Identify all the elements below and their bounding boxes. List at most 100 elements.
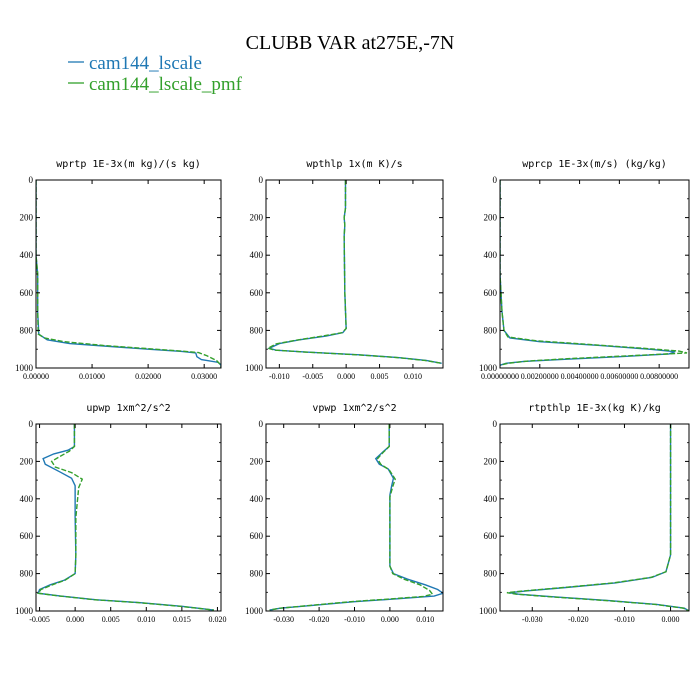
y-tick-label: 600 bbox=[20, 288, 34, 298]
y-tick-label: 200 bbox=[484, 213, 498, 223]
x-tick-label: 0.03000 bbox=[191, 372, 217, 381]
y-tick-label: 800 bbox=[250, 569, 264, 579]
y-tick-label: 200 bbox=[484, 456, 498, 466]
x-tick-label: 0.00600000 bbox=[600, 372, 638, 381]
panel-title: wprcp 1E-3x(m/s) (kg/kg) bbox=[522, 159, 667, 170]
x-tick-label: 0.000 bbox=[66, 615, 84, 624]
x-tick-label: 0.005 bbox=[371, 372, 389, 381]
x-tick-label: -0.005 bbox=[29, 615, 50, 624]
plot-frame bbox=[265, 423, 444, 612]
y-tick-label: 600 bbox=[20, 531, 34, 541]
x-tick-label: -0.020 bbox=[309, 615, 330, 624]
y-tick-label: 600 bbox=[250, 288, 264, 298]
y-tick-label: 1000 bbox=[245, 363, 264, 373]
panel-2: wpthlp 1x(m K)/s 0 200 400 600 800 1000 -0.010 -… bbox=[245, 159, 444, 381]
x-tick-label: 0.020 bbox=[208, 615, 226, 624]
legend-label-2: cam144_lscale_pmf bbox=[89, 74, 243, 95]
y-tick-label: 0 bbox=[259, 175, 264, 185]
panel-5: vpwp 1xm^2/s^2 0 200 400 600 800 1000 -0.030 -0.… bbox=[245, 403, 444, 624]
y-tick-label: 600 bbox=[250, 531, 264, 541]
y-tick-label: 400 bbox=[250, 494, 264, 504]
y-tick-label: 800 bbox=[20, 325, 34, 335]
series-line-2 bbox=[500, 180, 688, 366]
legend: cam144_lscale cam144_lscale_pmf bbox=[68, 53, 243, 95]
y-tick-label: 800 bbox=[484, 569, 498, 579]
plot-frame bbox=[35, 179, 222, 369]
series-line-2 bbox=[266, 180, 442, 364]
y-tick-label: 1000 bbox=[479, 363, 498, 373]
y-tick-label: 600 bbox=[484, 288, 498, 298]
x-tick-label: 0.00000000 bbox=[481, 372, 519, 381]
panel-4: upwp 1xm^2/s^2 0 200 400 600 800 1000-0.005 0.0… bbox=[15, 403, 226, 624]
y-tick-label: 400 bbox=[20, 494, 34, 504]
x-tick-label: 0.00200000 bbox=[521, 372, 559, 381]
panel-3: wprcp 1E-3x(m/s) (kg/kg) 0 200 400 600 800 100… bbox=[479, 159, 690, 381]
x-tick-label: 0.000 bbox=[381, 615, 399, 624]
series-line-1 bbox=[267, 180, 442, 364]
series-line-1 bbox=[500, 180, 676, 366]
y-tick-label: 800 bbox=[20, 569, 34, 579]
panel-6: rtpthlp 1E-3x(kg K)/kg 0 200 400 600 800 1000 -… bbox=[479, 403, 690, 624]
y-tick-label: 0 bbox=[259, 419, 264, 429]
x-tick-label: 0.000 bbox=[662, 615, 680, 624]
series-line-1 bbox=[37, 424, 214, 611]
x-tick-label: -0.010 bbox=[269, 372, 290, 381]
y-tick-label: 200 bbox=[20, 456, 34, 466]
x-tick-label: -0.010 bbox=[344, 615, 365, 624]
y-tick-label: 400 bbox=[484, 494, 498, 504]
panel-title: wpthlp 1x(m K)/s bbox=[306, 159, 402, 170]
y-tick-label: 1000 bbox=[15, 606, 34, 616]
x-tick-label: -0.010 bbox=[614, 615, 635, 624]
y-tick-label: 200 bbox=[250, 456, 264, 466]
x-tick-label: 0.01000 bbox=[79, 372, 105, 381]
x-tick-label: -0.005 bbox=[302, 372, 323, 381]
plot-frame bbox=[265, 179, 444, 369]
y-tick-label: 400 bbox=[250, 250, 264, 260]
series-line-2 bbox=[506, 424, 689, 611]
x-tick-label: 0.02000 bbox=[135, 372, 161, 381]
x-tick-label: -0.030 bbox=[522, 615, 543, 624]
x-tick-label: 0.005 bbox=[102, 615, 120, 624]
y-tick-label: 1000 bbox=[15, 363, 34, 373]
figure-title: CLUBB VAR at275E,-7N bbox=[246, 32, 455, 54]
y-tick-label: 800 bbox=[250, 325, 264, 335]
x-tick-label: 0.00400000 bbox=[561, 372, 599, 381]
panel-title: upwp 1xm^2/s^2 bbox=[86, 403, 170, 414]
panels: wprtp 1E-3x(m kg)/(s kg) 0 200 400 600 800 100… bbox=[15, 159, 690, 624]
legend-label-1: cam144_lscale bbox=[89, 53, 202, 74]
y-tick-label: 200 bbox=[20, 213, 34, 223]
x-tick-label: 0.010 bbox=[416, 615, 434, 624]
x-tick-label: -0.020 bbox=[568, 615, 589, 624]
y-tick-label: 0 bbox=[493, 419, 498, 429]
x-tick-label: 0.00000 bbox=[23, 372, 49, 381]
series-line-1 bbox=[269, 424, 443, 611]
y-tick-label: 400 bbox=[484, 250, 498, 260]
x-tick-label: -0.030 bbox=[273, 615, 294, 624]
series-line-2 bbox=[269, 424, 434, 611]
y-tick-label: 400 bbox=[20, 250, 34, 260]
y-tick-label: 0 bbox=[29, 175, 34, 185]
panel-title: rtpthlp 1E-3x(kg K)/kg bbox=[528, 403, 660, 414]
y-tick-label: 200 bbox=[250, 213, 264, 223]
y-tick-label: 1000 bbox=[479, 606, 498, 616]
plot-frame bbox=[499, 423, 690, 612]
plot-frame bbox=[35, 423, 222, 612]
x-tick-label: 0.00800000 bbox=[640, 372, 678, 381]
panel-title: vpwp 1xm^2/s^2 bbox=[312, 403, 396, 414]
y-tick-label: 800 bbox=[484, 325, 498, 335]
series-line-2 bbox=[36, 424, 214, 611]
x-tick-label: 0.010 bbox=[404, 372, 422, 381]
y-tick-label: 0 bbox=[29, 419, 34, 429]
series-line-1 bbox=[509, 424, 689, 611]
series-line-1 bbox=[36, 180, 221, 368]
x-tick-label: 0.000 bbox=[337, 372, 355, 381]
y-tick-label: 1000 bbox=[245, 606, 264, 616]
x-tick-label: 0.010 bbox=[137, 615, 155, 624]
panel-1: wprtp 1E-3x(m kg)/(s kg) 0 200 400 600 800 100… bbox=[15, 159, 222, 381]
x-tick-label: 0.015 bbox=[173, 615, 191, 624]
panel-title: wprtp 1E-3x(m kg)/(s kg) bbox=[56, 159, 201, 170]
y-tick-label: 600 bbox=[484, 531, 498, 541]
y-tick-label: 0 bbox=[493, 175, 498, 185]
series-line-2 bbox=[36, 180, 221, 368]
